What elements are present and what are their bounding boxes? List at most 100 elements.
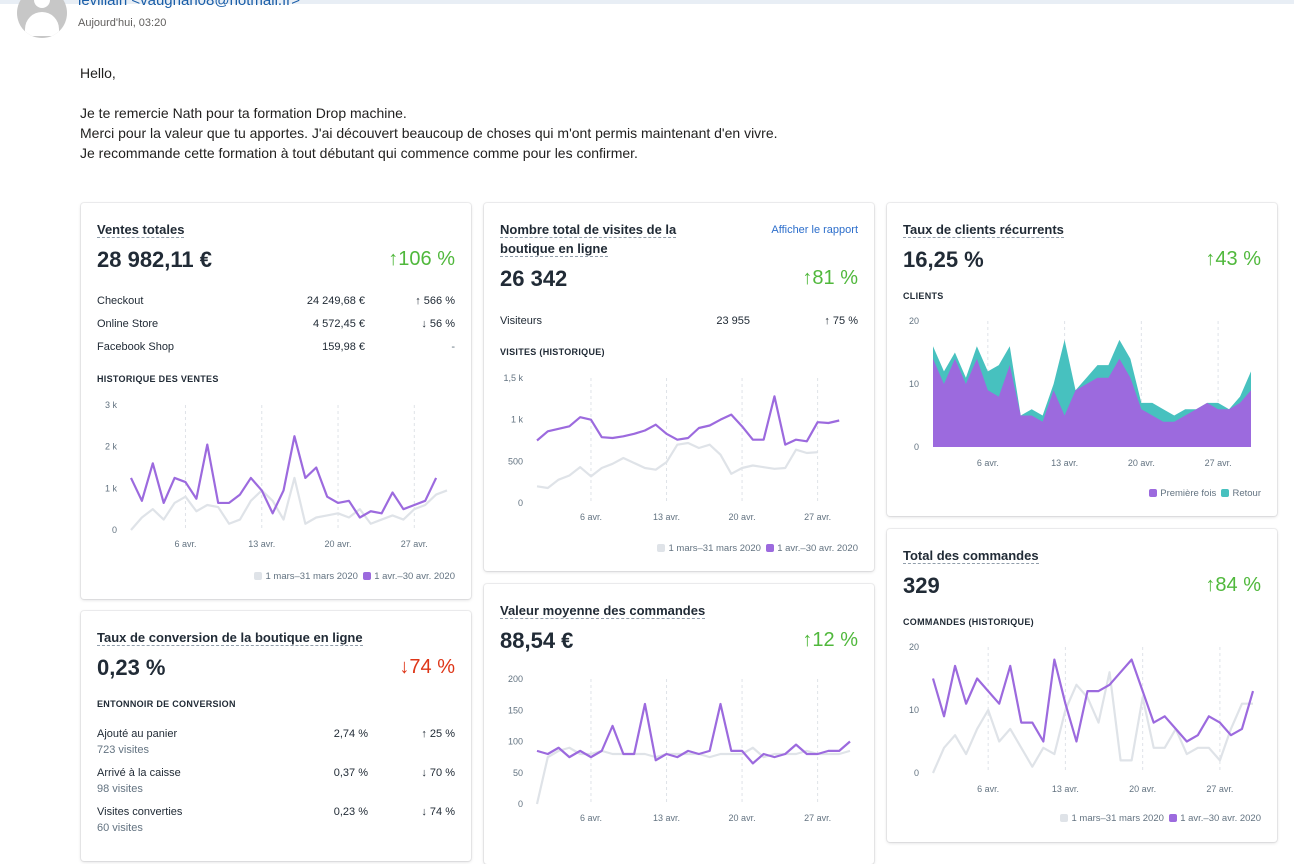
- funnel-label: Visites converties: [97, 806, 183, 818]
- x-tick-label: 6 avr.: [977, 784, 999, 794]
- funnel-delta: ↓ 70 %: [421, 767, 455, 779]
- x-tick-label: 20 avr.: [1129, 784, 1156, 794]
- legend-current: 1 avr.–30 avr. 2020: [777, 543, 858, 554]
- legend-retour: Retour: [1232, 488, 1261, 499]
- y-tick-label: 20: [909, 316, 919, 326]
- legend-current: 1 avr.–30 avr. 2020: [1180, 813, 1261, 824]
- area-first-time: [933, 358, 1251, 447]
- y-tick-label: 50: [513, 768, 523, 778]
- x-tick-label: 20 avr.: [1128, 458, 1155, 468]
- channel-label: Online Store: [97, 318, 159, 330]
- clients-chart: 20 10 0 6 avr. 13 avr. 20 avr. 27 avr.: [909, 316, 1251, 468]
- message-line: Merci pour la valeur que tu apportes. J'…: [80, 125, 778, 141]
- channel-delta: ↓ 56 %: [421, 318, 455, 330]
- message-date: Aujourd'hui, 03:20: [78, 17, 167, 29]
- x-tick-label: 27 avr.: [804, 512, 831, 522]
- y-tick-label: 100: [508, 737, 523, 747]
- card-title[interactable]: Valeur moyenne des commandes: [500, 603, 706, 619]
- y-tick-label: 200: [508, 674, 523, 684]
- series-previous-line: [931, 671, 1253, 774]
- message-line: Je recommande cette formation à tout déb…: [80, 145, 638, 161]
- sender-name[interactable]: levillain <vaughan08@hotmail.fr>: [78, 0, 301, 9]
- card-title[interactable]: Taux de conversion de la boutique en lig…: [97, 630, 363, 646]
- funnel-label: Arrivé à la caisse: [97, 767, 181, 779]
- x-tick-label: 27 avr.: [804, 813, 831, 823]
- y-tick-label: 1,5 k: [503, 373, 523, 383]
- legend-current: 1 avr.–30 avr. 2020: [374, 571, 455, 582]
- funnel-visits: 723 visites: [97, 744, 149, 756]
- series-previous-line: [130, 476, 448, 531]
- card-title[interactable]: Total des commandes: [903, 548, 1039, 564]
- card-title[interactable]: Taux de clients récurrents: [903, 222, 1064, 238]
- series-current-line: [931, 658, 1255, 743]
- returning-rate: 16,25 %: [903, 247, 984, 272]
- visitors-delta: ↑ 75 %: [824, 315, 858, 327]
- greeting: Hello,: [80, 65, 116, 81]
- y-tick-label: 150: [508, 705, 523, 715]
- aov-value: 88,54 €: [500, 628, 574, 653]
- series-previous-line: [535, 746, 851, 805]
- visitors-value: 23 955: [716, 315, 750, 327]
- chart-legend: 1 mars–31 mars 2020 1 avr.–30 avr. 2020: [254, 571, 455, 582]
- x-tick-label: 20 avr.: [325, 539, 352, 549]
- funnel-delta: ↑ 25 %: [421, 728, 455, 740]
- returning-delta: ↑43 %: [1205, 248, 1261, 270]
- y-tick-label: 10: [909, 379, 919, 389]
- series-current-line: [130, 435, 438, 519]
- aov-card: Valeur moyenne des commandes 88,54 € ↑12…: [484, 584, 874, 864]
- card-title[interactable]: Ventes totales: [97, 222, 185, 238]
- conversion-delta: ↓74 %: [399, 656, 455, 678]
- channel-label: Checkout: [97, 295, 144, 307]
- legend-previous: 1 mars–31 mars 2020: [668, 543, 761, 554]
- x-tick-label: 27 avr.: [401, 539, 428, 549]
- sales-card: Ventes totales 28 982,11 € ↑106 % Checko…: [81, 203, 471, 599]
- x-tick-label: 6 avr.: [580, 512, 602, 522]
- section-label: ENTONNOIR DE CONVERSION: [97, 699, 236, 709]
- x-tick-label: 13 avr.: [653, 512, 680, 522]
- legend-swatch: [1169, 814, 1178, 822]
- channel-value: 24 249,68 €: [306, 295, 365, 307]
- section-label: VISITES (HISTORIQUE): [500, 347, 605, 357]
- legend-previous: 1 mars–31 mars 2020: [265, 571, 358, 582]
- returning-card: Taux de clients récurrents 16,25 % ↑43 %…: [887, 203, 1277, 516]
- x-tick-label: 13 avr.: [1051, 458, 1078, 468]
- aov-delta: ↑12 %: [802, 629, 858, 651]
- visits-chart: 1,5 k 1 k 500 0 6 avr. 13 avr. 20 avr. 27 avr.: [503, 373, 840, 522]
- legend-swatch: [1149, 489, 1158, 497]
- legend-previous: 1 mars–31 mars 2020: [1071, 813, 1164, 824]
- sales-chart: 3 k 2 k 1 k 0 6 avr. 13 avr. 20 avr. 27 avr.: [105, 400, 448, 549]
- visits-card: Nombre total de visites de la boutique e…: [484, 203, 874, 571]
- conversion-card: Taux de conversion de la boutique en lig…: [81, 611, 471, 861]
- orders-card: Total des commandes 329 ↑84 % COMMANDES …: [887, 529, 1277, 842]
- funnel-value: 2,74 %: [333, 728, 368, 740]
- series-previous-line: [536, 441, 818, 490]
- x-tick-label: 6 avr.: [580, 813, 602, 823]
- conversion-rate: 0,23 %: [97, 655, 166, 680]
- card-title[interactable]: Nombre total de visites de la boutique e…: [500, 222, 677, 257]
- x-tick-label: 13 avr.: [248, 539, 275, 549]
- orders-delta: ↑84 %: [1205, 574, 1261, 596]
- y-tick-label: 500: [508, 456, 523, 466]
- x-tick-label: 6 avr.: [977, 458, 999, 468]
- funnel-value: 0,23 %: [333, 806, 368, 818]
- x-tick-label: 20 avr.: [729, 813, 756, 823]
- message-line: Je te remercie Nath pour ta formation Dr…: [80, 105, 407, 121]
- y-tick-label: 1 k: [105, 483, 118, 493]
- view-report-link[interactable]: Afficher le rapport: [771, 224, 858, 236]
- x-tick-label: 27 avr.: [1206, 784, 1233, 794]
- chart-legend: 1 mars–31 mars 2020 1 avr.–30 avr. 2020: [657, 543, 858, 554]
- y-tick-label: 3 k: [105, 400, 118, 410]
- funnel-visits: 60 visites: [97, 822, 143, 834]
- x-tick-label: 13 avr.: [653, 813, 680, 823]
- y-tick-label: 20: [909, 642, 919, 652]
- channel-label: Facebook Shop: [97, 341, 175, 353]
- message-body: Hello, Je te remercie Nath pour ta forma…: [80, 63, 778, 163]
- orders-total: 329: [903, 573, 940, 598]
- sales-total: 28 982,11 €: [97, 247, 213, 272]
- legend-first: Première fois: [1160, 488, 1217, 499]
- channel-value: 159,98 €: [322, 341, 365, 353]
- section-label: CLIENTS: [903, 291, 944, 301]
- funnel-label: Ajouté au panier: [97, 728, 178, 740]
- mail-header-strip: [0, 0, 1294, 4]
- funnel-value: 0,37 %: [333, 767, 368, 779]
